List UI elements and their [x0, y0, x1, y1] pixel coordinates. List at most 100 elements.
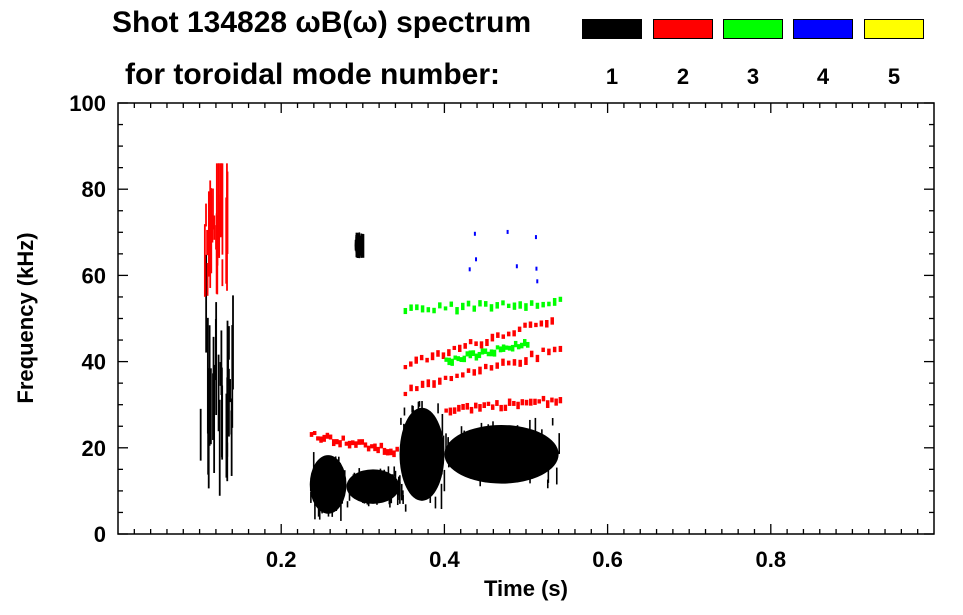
blob-streak [355, 235, 357, 241]
blob-streak [516, 441, 518, 459]
ridge-segment [507, 398, 512, 406]
ridge-segment [529, 398, 533, 406]
blob-streak [310, 491, 312, 503]
blob-streak [327, 506, 329, 514]
band-streak [199, 408, 202, 461]
ridge-segment [479, 341, 484, 349]
ridge-segment [495, 362, 499, 369]
ridge-segment [452, 345, 457, 350]
ridge-segment [432, 307, 436, 314]
dot [473, 231, 476, 236]
blob-streak [398, 481, 401, 500]
ridge-segment [541, 347, 545, 353]
band-streak [208, 325, 211, 446]
ridge-segment [524, 399, 529, 406]
ridge-segment [409, 361, 413, 367]
ridge-segment [376, 446, 380, 454]
ridge-segment [498, 346, 503, 353]
x-tick-label: 0.2 [266, 547, 297, 572]
ridge-segment [520, 399, 525, 406]
ridge-segment [513, 340, 518, 348]
dot [536, 279, 539, 284]
ridge-segment [552, 297, 557, 306]
ridge-segment [482, 402, 486, 409]
blob-streak [509, 460, 511, 483]
band-streak [209, 208, 211, 259]
ridge-segment [501, 358, 505, 366]
ridge-segment [489, 365, 494, 371]
blob-streak [433, 429, 436, 454]
blob-streak [529, 419, 531, 437]
ridge-segment [495, 302, 499, 309]
blob-streak [463, 430, 466, 439]
ridge-segment [462, 355, 467, 363]
feature-mode-2-line [403, 317, 554, 370]
ridge-segment [447, 349, 451, 357]
ridge-segment [465, 402, 470, 410]
blob-streak [469, 431, 471, 455]
ridge-segment [486, 351, 491, 357]
ridge-segment [438, 302, 442, 309]
ridge-segment [490, 333, 495, 342]
ridge-segment [519, 342, 524, 349]
ridge-segment [468, 339, 473, 345]
blob-streak [363, 480, 366, 504]
blob-streak [386, 490, 388, 495]
blob-streak [341, 487, 344, 504]
ridge-segment [458, 344, 462, 352]
ridge-segment [547, 348, 551, 356]
ridge-segment [516, 401, 520, 410]
ridge-segment [541, 395, 546, 402]
x-tick-label: 0.6 [592, 547, 623, 572]
band-streak [226, 377, 229, 457]
ridge-segment [351, 440, 355, 446]
legend-label-mode-4: 4 [816, 64, 830, 89]
ridge-segment [528, 321, 533, 328]
blob-streak [437, 403, 439, 414]
ridge-segment [444, 408, 448, 413]
band-streak [206, 262, 209, 296]
ridge-segment [499, 404, 503, 412]
blob-streak [335, 495, 338, 512]
blob-streak [396, 489, 399, 506]
blob-streak [360, 234, 363, 256]
band-streak [219, 163, 222, 238]
blob-streak [312, 452, 315, 477]
blob-streak [484, 435, 486, 459]
blob-streak [358, 232, 361, 259]
ridge-segment [507, 345, 512, 351]
blob-streak [380, 473, 382, 491]
blob-streak [541, 429, 543, 439]
blob-streak [319, 464, 321, 485]
ridge-segment [357, 439, 361, 445]
blob-streak [421, 401, 423, 426]
blob-streak [547, 464, 550, 483]
blob-streak [439, 453, 442, 460]
blob-streak [524, 454, 526, 480]
blob-streak [441, 460, 443, 475]
blob-streak [430, 457, 433, 480]
blob-streak [318, 502, 321, 520]
ridge-segment [319, 436, 323, 443]
ridge-segment [501, 334, 506, 339]
ridge-segment [495, 400, 499, 406]
ridge-segment [426, 307, 431, 313]
ridge-segment [489, 349, 494, 357]
blob-streak [357, 234, 360, 253]
band-streak [206, 229, 209, 256]
ridge-segment [554, 398, 558, 406]
feature-mode-3-line [403, 296, 563, 315]
ridge-segment [486, 401, 491, 406]
ridge-segment [444, 357, 448, 362]
ridge-segment [474, 341, 478, 347]
blob-streak [381, 471, 384, 495]
ridge-segment [512, 330, 516, 337]
ridge-segment [517, 326, 522, 332]
ridge-segment [466, 368, 471, 373]
ridge-segment [534, 322, 538, 328]
ridge-segment [366, 445, 371, 452]
blob-streak [376, 498, 378, 505]
ridge-segment [523, 322, 527, 328]
ridge-segment [529, 300, 534, 306]
